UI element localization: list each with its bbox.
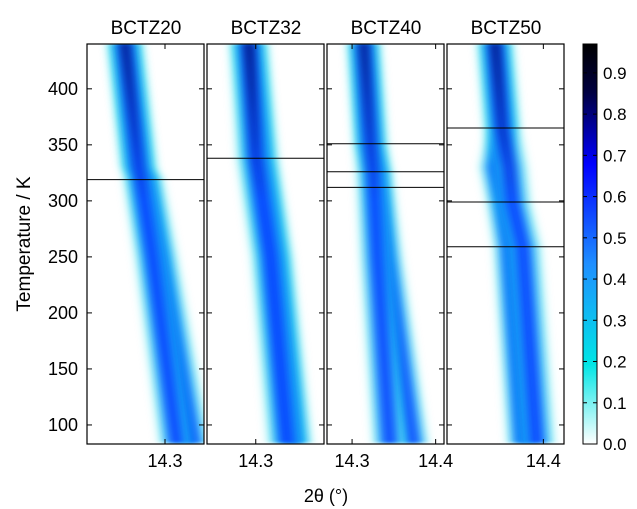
- colorbar: 0.0 0.1 0.2 0.3 0.4 0.5 0.6 0.7 0.8 0.9: [582, 43, 627, 454]
- colorbar-gradient: [582, 43, 598, 445]
- colorbar-tick-label-9: 0.9: [603, 64, 627, 83]
- panel-2-frame: [206, 43, 325, 445]
- y-tick-label-6: 400: [48, 79, 78, 99]
- panel-3-xtick-label-1: 14.4: [418, 451, 453, 471]
- y-tick-label-0: 100: [48, 415, 78, 435]
- panel-2: BCTZ32 14.3: [206, 18, 325, 471]
- panel-1-title: BCTZ20: [111, 18, 182, 39]
- panel-3-xtick-label-0: 14.3: [335, 451, 370, 471]
- panel-4-xtick-label-0: 14.4: [526, 451, 561, 471]
- panel-4-frame: [446, 43, 565, 445]
- colorbar-tick-label-6: 0.6: [603, 188, 627, 207]
- panel-2-plot: [206, 43, 325, 445]
- colorbar-tick-label-3: 0.3: [603, 311, 627, 330]
- colorbar-tick-label-4: 0.4: [603, 270, 627, 289]
- panel-2-xtick-label-0: 14.3: [238, 451, 273, 471]
- colorbar-ticks: [583, 72, 597, 445]
- colorbar-tick-label-2: 0.2: [603, 353, 627, 372]
- panel-3: BCTZ40 14.3 14.4: [326, 18, 453, 471]
- panel-1-peak-1-layer-4: [122, 44, 177, 443]
- colorbar-tick-label-1: 0.1: [603, 394, 627, 413]
- panel-1-xtick-label-0: 14.3: [147, 451, 182, 471]
- panel-3-title: BCTZ40: [351, 18, 422, 39]
- panel-1-frame: [86, 43, 205, 445]
- y-tick-label-4: 300: [48, 191, 78, 211]
- colorbar-tick-label-7: 0.7: [603, 146, 627, 165]
- panel-1: BCTZ20 14.3: [86, 18, 205, 471]
- y-axis-label: Temperature / K: [14, 176, 35, 311]
- x-axis-label: 2θ (°): [304, 486, 348, 506]
- panel-4-peak-1-layer-3: [489, 44, 543, 443]
- colorbar-tick-label-5: 0.5: [603, 229, 627, 248]
- panel-3-frame: [326, 43, 445, 445]
- panel-4: BCTZ50 14.4: [446, 18, 565, 471]
- y-tick-label-1: 150: [48, 359, 78, 379]
- panel-3-plot: [326, 43, 445, 445]
- panel-4-peak-1-layer-4: [492, 44, 537, 443]
- panel-4-plot: [446, 43, 565, 445]
- panel-2-peak-1-layer-4: [245, 44, 287, 443]
- y-tick-label-5: 350: [48, 135, 78, 155]
- y-axis: 100 150 200 250 300 350 400 Temperature …: [14, 79, 78, 435]
- panel-1-plot: [86, 43, 205, 445]
- colorbar-tick-label-8: 0.8: [603, 105, 627, 124]
- y-tick-label-3: 250: [48, 247, 78, 267]
- panel-4-title: BCTZ50: [471, 18, 542, 39]
- panel-2-title: BCTZ32: [231, 18, 302, 39]
- y-tick-label-2: 200: [48, 303, 78, 323]
- colorbar-tick-label-0: 0.0: [603, 435, 627, 454]
